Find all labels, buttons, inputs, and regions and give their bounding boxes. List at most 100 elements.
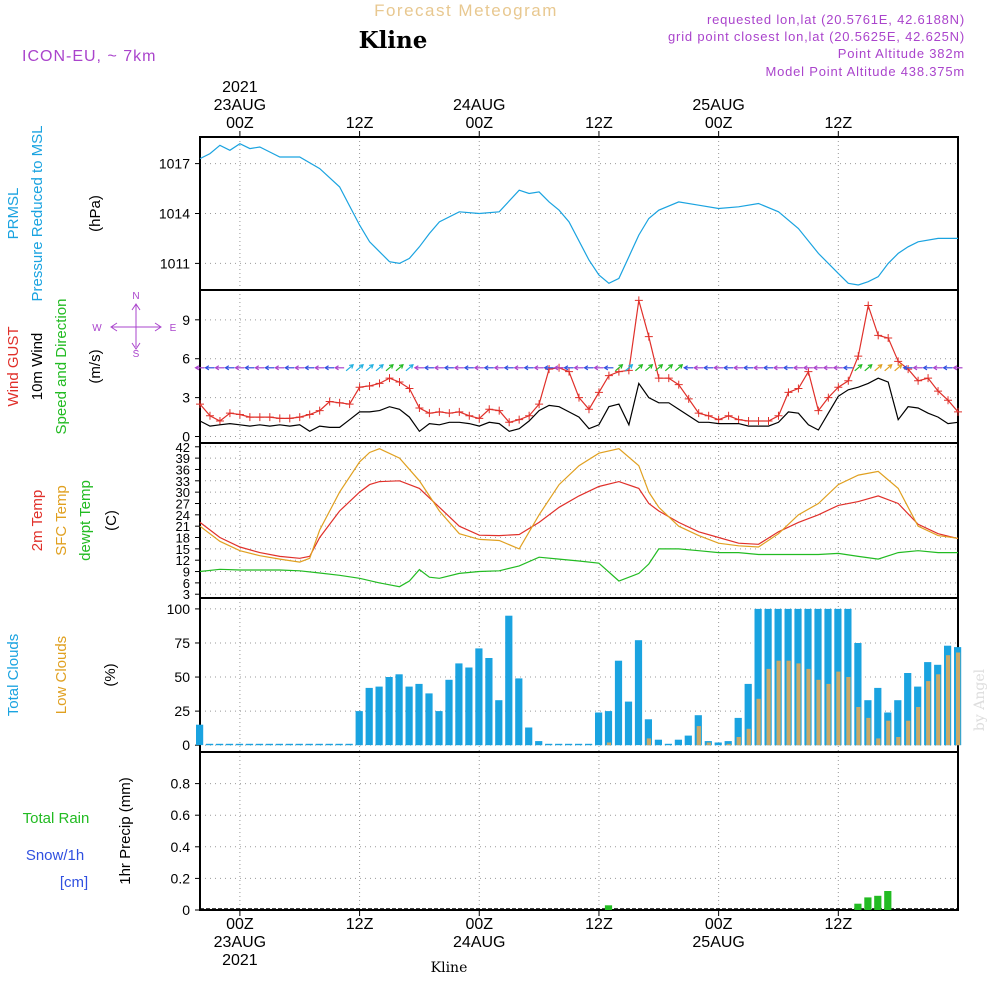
y-tick-label: 9 — [182, 312, 190, 328]
y-tick-label: 6 — [182, 351, 190, 367]
gust-marker — [315, 406, 324, 415]
gust-marker — [854, 352, 863, 361]
total-cloud-bar — [724, 741, 732, 746]
gust-marker — [644, 332, 653, 341]
gust-marker — [375, 379, 384, 388]
gust-marker — [485, 405, 494, 414]
time-label: 12Z — [585, 115, 613, 132]
wind-direction-arrow — [654, 364, 663, 372]
gust-marker — [674, 380, 683, 389]
wind-direction-arrow — [624, 364, 633, 372]
gust-marker — [405, 384, 414, 393]
low-cloud-bar — [896, 737, 901, 746]
low-cloud-bar — [706, 742, 711, 746]
gust-marker — [594, 388, 603, 397]
low-cloud-bar — [646, 738, 651, 746]
gust-marker — [884, 333, 893, 342]
wind-arrow-head — [214, 365, 220, 371]
gust-marker — [844, 376, 853, 385]
total-cloud-bar — [325, 743, 333, 746]
wind-arrow-head — [792, 365, 798, 371]
panel-label: SFC Temp — [53, 485, 70, 556]
gust-marker — [255, 413, 264, 422]
wind-arrow-head — [224, 365, 230, 371]
total-cloud-bar — [545, 743, 553, 746]
point-altitude: Point Altitude 382m — [838, 46, 965, 61]
time-label: 2021 — [222, 79, 258, 96]
total-cloud-bar — [814, 608, 822, 746]
gust-marker — [335, 398, 344, 407]
compass-w: W — [92, 323, 102, 334]
total-cloud-bar — [734, 717, 742, 746]
panel-label: Pressure Reduced to MSL — [29, 126, 46, 302]
series-line — [199, 480, 959, 559]
gust-marker — [954, 407, 962, 416]
time-label: 12Z — [346, 115, 374, 132]
wind-arrow-head — [244, 365, 250, 371]
wind-direction-arrow — [375, 364, 384, 372]
y-tick-label: 1017 — [159, 156, 190, 172]
wind-arrow-head — [912, 365, 918, 371]
y-tick-label: 75 — [174, 635, 190, 651]
gust-marker — [355, 383, 364, 392]
gust-marker — [275, 414, 284, 423]
time-label: 00Z — [226, 916, 254, 933]
low-cloud-bar — [876, 738, 881, 746]
wind-direction-arrow — [395, 364, 404, 372]
wind-arrow-head — [857, 364, 863, 369]
gust-marker — [784, 388, 793, 397]
y-tick-label: 0.4 — [171, 839, 191, 855]
total-cloud-bar — [435, 711, 443, 746]
wind-arrow-head — [668, 364, 674, 369]
total-cloud-bar — [894, 700, 902, 746]
wind-direction-arrow — [864, 364, 873, 372]
total-cloud-bar — [684, 735, 692, 746]
total-cloud-bar — [475, 648, 483, 746]
gust-marker — [814, 406, 823, 415]
gust-marker — [874, 331, 883, 340]
wind-arrow-head — [234, 365, 240, 371]
wind-arrow-head — [543, 365, 549, 371]
wind-arrow-head — [752, 365, 758, 371]
total-cloud-bar — [595, 712, 603, 746]
panel-label: 10m Wind — [29, 333, 46, 401]
panel-label: (%) — [102, 663, 119, 686]
wind-direction-arrow — [355, 364, 364, 372]
total-cloud-bar — [355, 711, 363, 746]
wind-arrow-head — [693, 365, 698, 371]
low-cloud-bar — [806, 668, 811, 746]
gust-marker — [584, 405, 593, 414]
wind-arrow-head — [284, 365, 290, 371]
total-cloud-bar — [634, 640, 643, 746]
wind-arrow-head — [842, 365, 848, 371]
total-cloud-bar — [345, 743, 353, 746]
wind-arrow-head — [802, 365, 808, 371]
low-cloud-bar — [826, 683, 831, 746]
gust-marker — [565, 367, 574, 376]
wind-arrow-head — [822, 365, 828, 371]
wind-compass: N S W E — [92, 291, 176, 360]
y-tick-label: 27 — [176, 496, 190, 511]
y-tick-label: 50 — [174, 669, 190, 685]
gust-marker — [754, 416, 763, 425]
total-cloud-bar — [315, 743, 323, 746]
gust-marker — [535, 400, 544, 409]
gust-marker — [664, 374, 673, 383]
total-cloud-bar — [614, 660, 623, 746]
wind-direction-arrow — [884, 364, 893, 372]
gust-marker — [345, 400, 354, 409]
gust-marker — [475, 414, 484, 423]
wind-arrow-head — [378, 364, 384, 369]
gust-marker — [834, 383, 843, 392]
gust-marker — [944, 396, 953, 405]
panel-label: Low Clouds — [53, 636, 70, 714]
time-label: 23AUG — [214, 934, 266, 951]
wind-direction-arrow — [894, 364, 903, 372]
gust-marker — [295, 413, 304, 422]
gust-marker — [714, 415, 723, 424]
gust-marker — [415, 403, 424, 412]
y-tick-label: 21 — [176, 519, 190, 534]
